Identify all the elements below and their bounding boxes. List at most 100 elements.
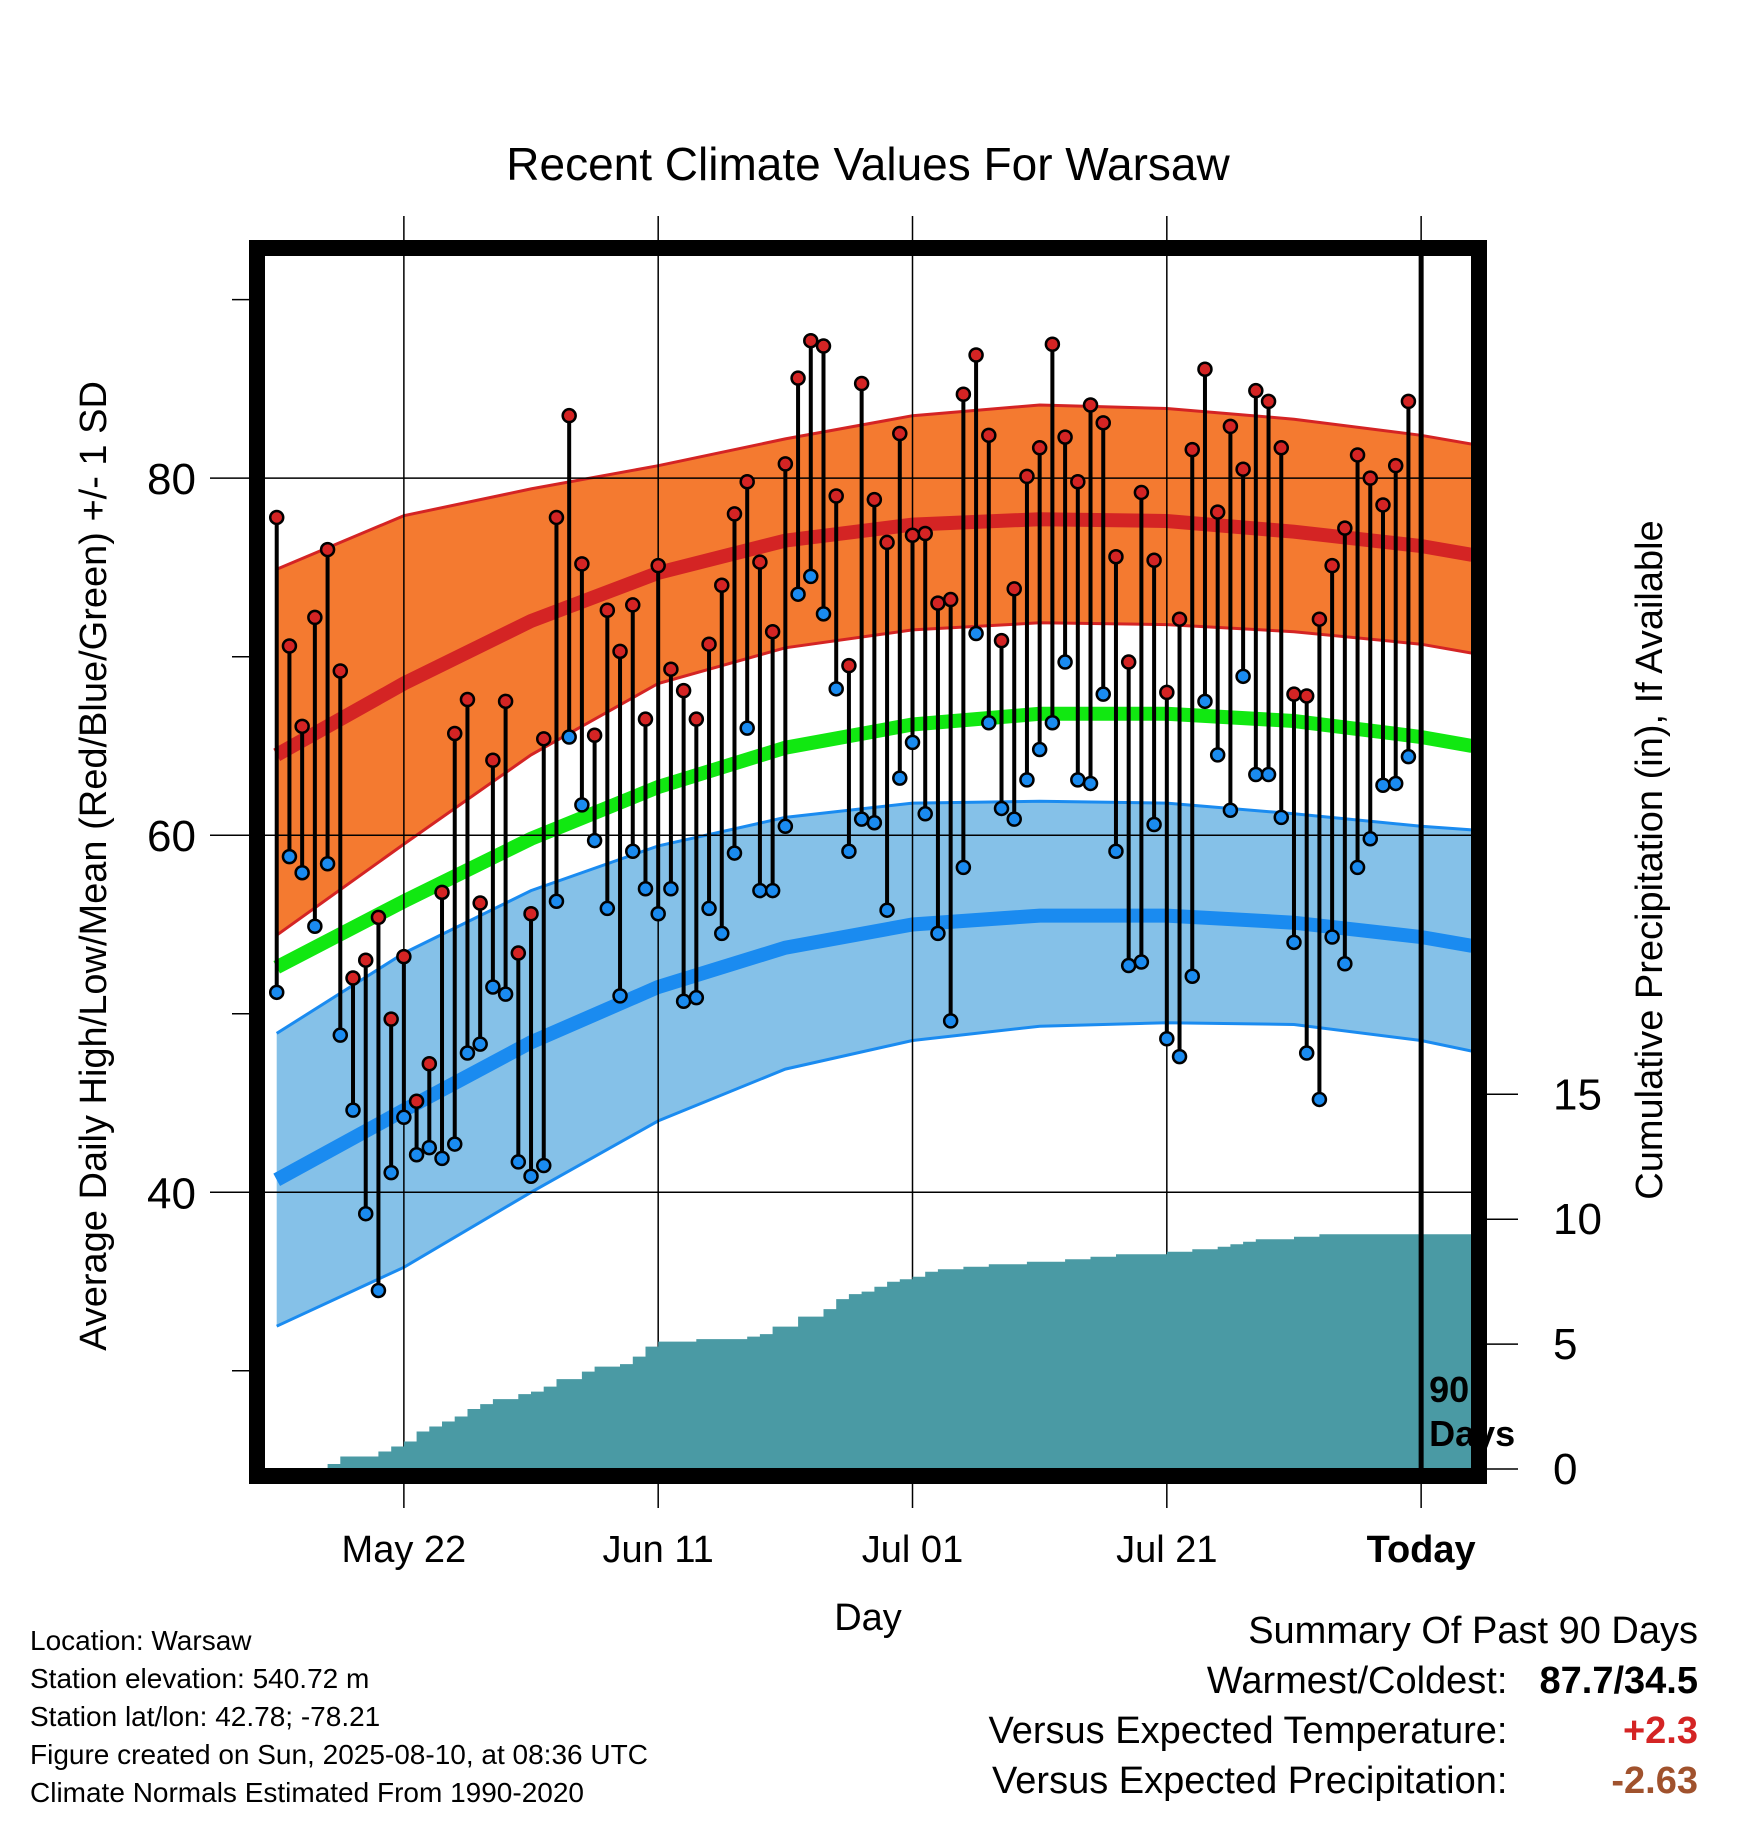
warmest-coldest-row: Warmest/Coldest: 87.7/34.5 <box>989 1656 1698 1706</box>
daily-low-point <box>1375 777 1391 793</box>
daily-high-point <box>421 1055 438 1072</box>
daily-high-point <box>1184 441 1201 458</box>
location-text: Location: Warsaw <box>30 1625 252 1656</box>
daily-low-point <box>357 1205 374 1222</box>
daily-high-point <box>1375 497 1391 513</box>
daily-high-point <box>828 488 844 504</box>
daily-high-point <box>777 456 794 472</box>
temp-departure-label: Versus Expected Temperature: <box>988 1710 1508 1752</box>
daily-high-point <box>993 632 1010 649</box>
daily-high-point <box>955 386 972 403</box>
daily-high-point <box>396 948 412 965</box>
y-axis-label: Average Daily High/Low/Mean (Red/Blue/Gr… <box>73 381 115 1351</box>
daily-low-point <box>1324 929 1340 945</box>
y2-tick-label: 0 <box>1553 1445 1577 1494</box>
daily-high-point <box>561 407 577 424</box>
elevation-text: Station elevation: 540.72 m <box>30 1663 370 1694</box>
daily-low-point <box>828 681 844 697</box>
daily-low-point <box>879 902 895 918</box>
precip-departure-value: -2.63 <box>1611 1760 1698 1802</box>
daily-low-point <box>1057 654 1073 670</box>
x-tick-label: Jul 21 <box>1116 1529 1217 1571</box>
daily-low-point <box>497 986 514 1002</box>
daily-low-point <box>993 800 1010 817</box>
summary-heading: Summary Of Past 90 Days <box>1248 1610 1698 1652</box>
x-tick-label: May 22 <box>342 1529 467 1571</box>
daily-low-point <box>1197 693 1213 710</box>
daily-low-point <box>981 714 997 731</box>
daily-high-point <box>968 347 984 363</box>
daily-high-point <box>790 370 806 386</box>
daily-low-point <box>650 906 666 922</box>
daily-low-point <box>1209 747 1226 763</box>
daily-high-point <box>853 375 870 392</box>
precipitation-area <box>264 1234 1472 1469</box>
x-tick-label: Today <box>1367 1529 1476 1571</box>
daily-low-point <box>485 979 501 995</box>
daily-high-point <box>485 752 501 768</box>
daily-low-point <box>942 1013 959 1029</box>
daily-low-point <box>764 882 781 899</box>
daily-high-point <box>1171 611 1188 627</box>
daily-low-point <box>714 925 730 942</box>
daily-high-point <box>1400 393 1417 410</box>
daily-low-point <box>688 989 705 1006</box>
daily-high-point <box>1108 548 1124 565</box>
created-text: Figure created on Sun, 2025-08-10, at 08… <box>30 1739 648 1770</box>
temp-departure-row: Versus Expected Temperature: +2.3 <box>989 1706 1698 1756</box>
daily-high-point <box>446 725 463 742</box>
daily-high-point <box>408 1093 425 1109</box>
daily-low-point <box>803 568 819 585</box>
daily-high-point <box>879 534 895 551</box>
daily-low-point <box>281 848 298 865</box>
daily-low-point <box>866 814 883 831</box>
daily-high-point <box>904 527 921 544</box>
y2-tick-label: 15 <box>1553 1070 1602 1119</box>
daily-high-point <box>1311 611 1328 627</box>
daily-high-point <box>574 556 590 572</box>
daily-high-point <box>625 597 641 613</box>
daily-high-point <box>1235 461 1251 477</box>
chart-title: Recent Climate Values For Warsaw <box>506 138 1230 190</box>
daily-low-point <box>383 1164 399 1181</box>
normal-bands <box>273 403 1472 1328</box>
daily-low-point <box>1095 686 1111 702</box>
daily-high-point <box>1337 520 1353 536</box>
daily-high-point <box>307 609 323 626</box>
daily-low-point <box>307 918 323 935</box>
daily-high-point <box>841 657 857 674</box>
daily-low-point <box>612 988 628 1004</box>
daily-low-point <box>561 729 577 745</box>
daily-high-point <box>535 731 552 747</box>
daily-high-point <box>1095 415 1111 431</box>
daily-high-point <box>472 895 488 911</box>
daily-observations <box>268 332 1417 1299</box>
daily-low-point <box>1006 811 1022 827</box>
daily-high-point <box>815 338 832 354</box>
daily-low-point <box>701 900 717 917</box>
daily-high-point <box>281 638 298 654</box>
daily-low-point <box>1349 859 1366 876</box>
low-sd-band <box>276 801 1472 1327</box>
daily-high-point <box>1159 684 1175 701</box>
plot-frame <box>249 240 1487 1484</box>
daily-high-point <box>688 711 705 727</box>
daily-low-point <box>1260 766 1277 783</box>
temp-departure-value: +2.3 <box>1622 1710 1698 1752</box>
daily-low-point <box>726 845 743 861</box>
daily-low-point <box>1031 741 1048 758</box>
daily-low-point <box>1298 1045 1315 1061</box>
x-tick-label: Jun 11 <box>603 1529 714 1571</box>
daily-low-point <box>370 1282 387 1299</box>
axes: May 22 Jun 11 Jul 01 Jul 21 Today 40 60 80 0 5 10 1… <box>147 216 1602 1571</box>
y-tick-label: 40 <box>147 1169 196 1218</box>
daily-low-point <box>1400 748 1417 765</box>
warmest-coldest-value: 87.7/34.5 <box>1539 1660 1698 1702</box>
daily-low-point <box>396 1109 412 1126</box>
precip-departure-row: Versus Expected Precipitation: -2.63 <box>989 1756 1698 1806</box>
daily-low-point <box>1070 772 1086 788</box>
latlon-text: Station lat/lon: 42.78; -78.21 <box>30 1701 381 1732</box>
daily-high-point <box>1082 397 1099 413</box>
daily-low-point <box>1362 831 1379 847</box>
daily-low-point <box>1235 668 1251 685</box>
